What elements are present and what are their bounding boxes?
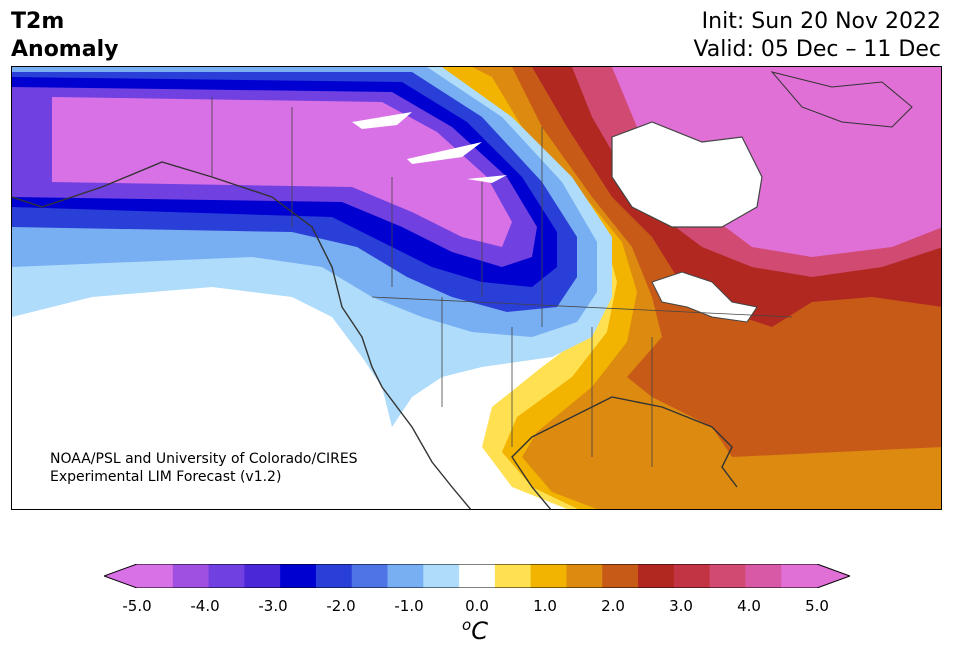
colorbar-cell — [244, 564, 281, 588]
great-lakes — [651, 271, 758, 323]
colorbar-cell — [602, 564, 639, 588]
zero-streak-1 — [352, 112, 412, 129]
credit-line-2: Experimental LIM Forecast (v1.2) — [50, 469, 282, 485]
colorbar-cell — [781, 564, 818, 588]
map-title: T2m Anomaly — [11, 8, 118, 64]
init-date: Init: Sun 20 Nov 2022 — [701, 9, 941, 34]
colorbar-cell — [280, 564, 317, 588]
colorbar-cell — [745, 564, 782, 588]
colorbar-tick-label: -3.0 — [258, 597, 288, 615]
colorbar-cell — [494, 564, 532, 588]
colorbar-tick-label: 2.0 — [601, 597, 625, 615]
colorbar-cell — [351, 564, 389, 588]
colorbar-tick-label: 4.0 — [737, 597, 761, 615]
title-variable: T2m — [11, 9, 65, 34]
forecast-dates: Init: Sun 20 Nov 2022 Valid: 05 Dec – 11… — [693, 8, 941, 64]
colorbar-cell — [137, 564, 174, 588]
colorbar-underflow — [104, 564, 137, 588]
colorbar-unit: oC — [462, 616, 488, 645]
coastline — [12, 161, 738, 509]
unit-celsius: C — [471, 617, 488, 645]
credit-line-1: NOAA/PSL and University of Colorado/CIRE… — [50, 451, 358, 467]
colorbar-tick-label: 0.0 — [465, 597, 489, 615]
colorbar-tick-label: -1.0 — [394, 597, 424, 615]
colorbar-cell — [638, 564, 675, 588]
colorbar-cell — [530, 564, 567, 588]
colorbar-cell — [709, 564, 746, 588]
hudson-bay — [611, 121, 763, 228]
colorbar-cell — [566, 564, 603, 588]
colorbar-tick-label: 3.0 — [669, 597, 693, 615]
unit-degree: o — [462, 616, 472, 634]
borders — [211, 97, 793, 467]
cold-band-magenta — [52, 97, 512, 247]
colorbar-tick-label: -4.0 — [190, 597, 220, 615]
zero-streak-2 — [407, 142, 482, 164]
colorbar-cell — [673, 564, 711, 588]
colorbar-tick-label: 5.0 — [805, 597, 829, 615]
colorbar — [104, 564, 850, 588]
colorbar-cell — [172, 564, 210, 588]
title-anomaly: Anomaly — [11, 37, 119, 62]
arctic-islands — [770, 71, 913, 128]
colorbar-cell — [423, 564, 460, 588]
valid-range: Valid: 05 Dec – 11 Dec — [693, 37, 941, 62]
colorbar-tick-label: 1.0 — [533, 597, 557, 615]
map-canvas — [12, 67, 941, 509]
credit-text: NOAA/PSL and University of Colorado/CIRE… — [50, 450, 358, 486]
colorbar-tick-label: -2.0 — [326, 597, 356, 615]
colorbar-overflow — [817, 564, 850, 588]
zero-streak-3 — [467, 175, 507, 183]
anomaly-map: NOAA/PSL and University of Colorado/CIRE… — [11, 66, 942, 510]
colorbar-tick-label: -5.0 — [122, 597, 152, 615]
colorbar-cell — [315, 564, 353, 588]
colorbar-cell — [459, 564, 496, 588]
colorbar-cell — [387, 564, 424, 588]
colorbar-cell — [208, 564, 245, 588]
